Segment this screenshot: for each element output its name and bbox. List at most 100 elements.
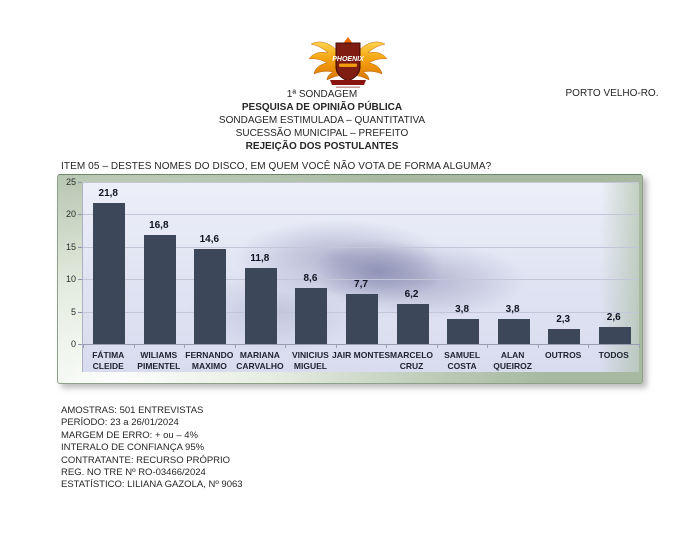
bar-value-label: 2,3 <box>556 314 571 326</box>
survey-detail-line: CONTRATANTE: RECURSO PRÓPRIO <box>61 454 231 466</box>
survey-details: AMOSTRAS: 501 ENTREVISTAS PERÍODO: 23 a 2… <box>61 405 243 492</box>
category-label-line: FERNANDO <box>185 350 234 360</box>
x-tick-mark <box>336 344 337 348</box>
y-tick-label: 20 <box>65 209 76 220</box>
logo-gold-band <box>338 63 358 68</box>
report-title: PESQUISA DE OPINIÃO PÚBLICA <box>241 102 403 113</box>
category-label-line: CRUZ <box>399 360 424 371</box>
report-subject: REJEIÇÃO DOS POSTULANTES <box>245 141 399 152</box>
category-label-line: SAMUEL <box>444 350 481 360</box>
bar-value-label: 2,6 <box>606 312 621 324</box>
phoenix-logo: PHOENIX <box>306 35 390 89</box>
category-label-line: ALAN <box>500 350 525 360</box>
category-label-line: MAXIMO <box>191 360 227 371</box>
x-tick-mark <box>184 344 185 348</box>
x-tick-mark <box>285 344 286 348</box>
bar <box>396 303 429 344</box>
category-label: ALAN QUEIROZ <box>482 350 543 371</box>
bar <box>497 319 530 344</box>
category-label: FÁTIMA CLEIDE <box>78 350 139 371</box>
survey-detail-line: ESTATÍSTICO: LILIANA GAZOLA, Nº 9063 <box>61 479 243 491</box>
category-label-line: QUEIROZ <box>493 360 532 371</box>
category-label: SAMUEL COSTA <box>432 350 493 371</box>
bar <box>143 235 176 344</box>
header-block: 1ª SONDAGEM PESQUISA DE OPINIÃO PÚBLICA … <box>90 88 554 153</box>
bar <box>598 327 631 344</box>
y-tick-label: 0 <box>70 339 76 349</box>
plot-area: 21,8 FÁTIMA CLEIDE 16,8 WILIAMS PIMENTEL 14,6 F… <box>82 182 640 372</box>
y-tick-label: 5 <box>70 306 76 317</box>
survey-detail-line: INTERALO DE CONFIANÇA 95% <box>61 442 205 454</box>
y-tick-label: 10 <box>65 274 76 285</box>
x-tick-mark <box>386 344 387 348</box>
category-label-line: JAIR MONTES <box>331 350 391 360</box>
category-label-line: CARVALHO <box>236 360 284 371</box>
bar <box>295 288 328 344</box>
category-label: VINICIUS MIGUEL <box>280 350 341 371</box>
survey-detail-line: PERÍODO: 23 a 26/01/2024 <box>61 417 179 429</box>
category-label: MARCELO CRUZ <box>381 350 442 371</box>
bar <box>447 319 480 344</box>
bar-value-label: 11,8 <box>250 252 270 264</box>
bar-value-label: 21,8 <box>98 187 118 199</box>
category-label-line: WILIAMS <box>140 350 178 360</box>
bar-value-label: 16,8 <box>149 220 169 232</box>
bar <box>93 202 126 344</box>
gridline <box>83 214 639 216</box>
category-label-line: CLEIDE <box>92 360 124 371</box>
y-tick-mark <box>78 246 82 248</box>
x-tick-mark <box>639 344 640 348</box>
bar-value-label: 8,6 <box>303 273 318 285</box>
category-label: TODOS <box>583 350 644 361</box>
bar-value-label: 14,6 <box>199 234 220 246</box>
location-label: PORTO VELHO-RO. <box>565 88 659 99</box>
category-label: FERNANDO MAXIMO <box>179 350 240 371</box>
bar <box>244 267 277 344</box>
y-tick-mark <box>78 311 82 313</box>
category-label: JAIR MONTES <box>331 350 392 361</box>
category-label: WILIAMS PIMENTEL <box>129 350 190 371</box>
bar-value-label: 3,8 <box>505 304 520 316</box>
report-subtitle-2: SUCESSÃO MUNICIPAL – PREFEITO <box>235 128 409 139</box>
survey-detail-line: MARGEM DE ERRO: + ou – 4% <box>61 429 198 441</box>
gridline <box>83 246 639 248</box>
y-tick-mark <box>78 214 82 216</box>
category-label-line: COSTA <box>447 360 477 371</box>
y-tick-mark <box>78 344 82 345</box>
phoenix-logo-graphic: PHOENIX <box>308 37 388 88</box>
bar-value-label: 3,8 <box>455 304 470 316</box>
bar <box>194 249 227 344</box>
survey-detail-line: REG. NO TRE Nº RO-03466/2024 <box>61 467 206 479</box>
bar-value-label: 7,7 <box>354 279 368 291</box>
x-axis-line <box>83 344 639 345</box>
category-label-line: MARIANA <box>239 350 280 360</box>
logo-ribbon <box>330 80 366 85</box>
survey-question: ITEM 05 – DESTES NOMES DO DISCO, EM QUEM… <box>61 161 492 172</box>
y-tick-label: 25 <box>65 177 76 187</box>
logo-caption-line <box>336 86 360 88</box>
survey-detail-line: AMOSTRAS: 501 ENTREVISTAS <box>61 405 204 416</box>
x-tick-mark <box>83 344 84 348</box>
category-label: OUTROS <box>533 350 594 361</box>
bar <box>346 294 378 344</box>
rejection-chart: 0 5 10 15 20 25 21,8 FÁTIMA CLEIDE 16,8 WILIAMS PI… <box>57 174 643 384</box>
x-tick-mark <box>538 344 539 348</box>
category-label-line: PIMENTEL <box>137 360 181 371</box>
category-label-line: TODOS <box>598 350 629 360</box>
category-label-line: OUTROS <box>544 350 582 360</box>
bar-value-label: 6,2 <box>404 288 419 300</box>
x-tick-mark <box>235 344 236 348</box>
flame-icon <box>344 37 352 44</box>
bar <box>548 329 581 344</box>
x-tick-mark <box>588 344 589 348</box>
category-label-line: MIGUEL <box>293 360 327 371</box>
gridline <box>83 182 639 183</box>
y-tick-mark <box>78 182 82 183</box>
category-label-line: VINICIUS <box>292 350 329 360</box>
x-tick-mark <box>134 344 135 348</box>
category-label: MARIANA CARVALHO <box>230 350 291 371</box>
logo-text: PHOENIX <box>332 56 365 63</box>
y-tick-mark <box>78 279 82 281</box>
x-tick-mark <box>437 344 438 348</box>
